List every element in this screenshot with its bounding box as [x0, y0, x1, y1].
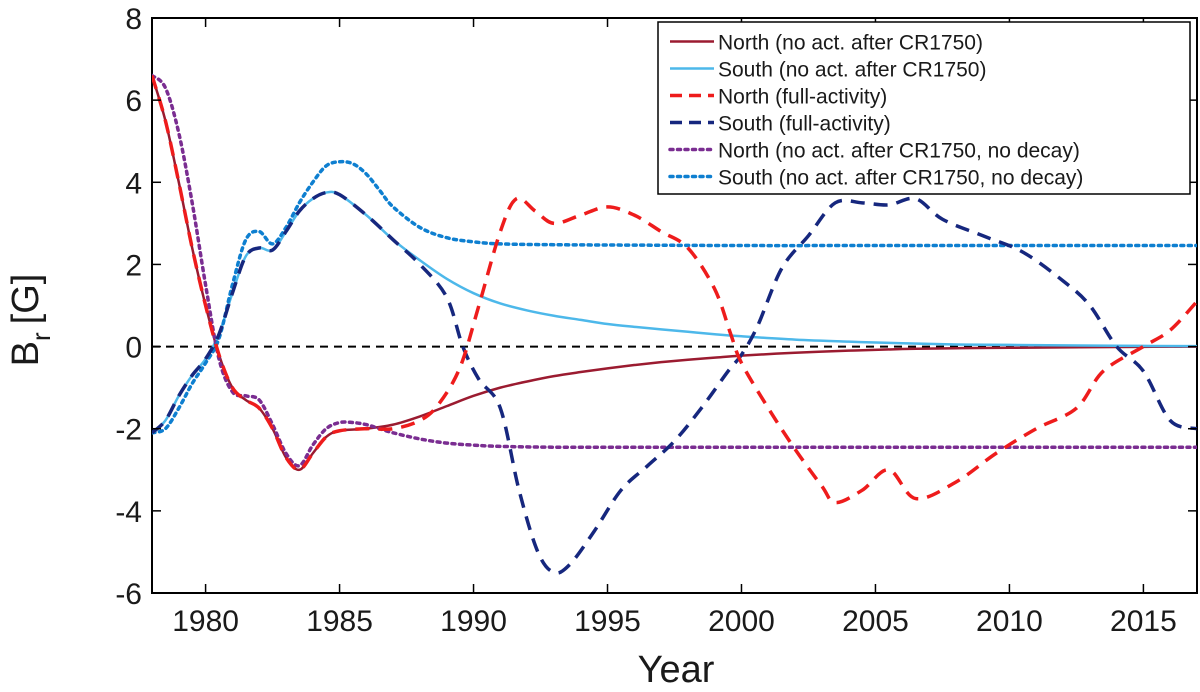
legend-label: South (no act. after CR1750, no decay): [718, 167, 1083, 190]
x-tick-label: 2010: [976, 605, 1043, 638]
x-tick-label: 2000: [708, 605, 775, 638]
x-axis: 1980 1985 1990 1995 2000 2005 2010 2015: [172, 18, 1177, 638]
x-tick-label: 1995: [574, 605, 641, 638]
x-tick-label: 2015: [1110, 605, 1177, 638]
y-tick-label: 6: [125, 85, 142, 118]
y-tick-label: 8: [125, 3, 142, 36]
legend: North (no act. after CR1750) South (no ac…: [657, 21, 1191, 195]
legend-items: North (no act. after CR1750) South (no ac…: [668, 32, 1083, 190]
series-line-north-full-activity: [152, 75, 1197, 505]
y-tick-label: 4: [125, 167, 142, 200]
x-tick-label: 2005: [842, 605, 909, 638]
y-tick-label: -4: [115, 496, 142, 529]
series-line-south-full-activity: [152, 190, 1197, 575]
legend-label: South (full-activity): [718, 113, 891, 136]
y-tick-label: 2: [125, 249, 142, 282]
y-tick-label: 0: [125, 332, 142, 365]
y-axis: -6 -4 -2 0 2 4 6 8: [115, 3, 1197, 611]
legend-label: North (full-activity): [718, 86, 887, 109]
series-layer: [152, 73, 1197, 575]
y-axis-title: Br [G]: [5, 274, 56, 367]
x-tick-label: 1980: [172, 605, 239, 638]
legend-label: North (no act. after CR1750): [718, 32, 983, 55]
y-tick-label: -2: [115, 414, 142, 447]
legend-label: North (no act. after CR1750, no decay): [718, 140, 1080, 163]
x-tick-label: 1990: [440, 605, 507, 638]
y-axis-title-unit: [G]: [5, 274, 47, 325]
legend-label: South (no act. after CR1750): [718, 59, 986, 82]
y-tick-label: -6: [115, 578, 142, 611]
y-axis-title-subscript: r: [26, 332, 56, 341]
x-tick-label: 1985: [306, 605, 373, 638]
y-axis-title-main: B: [5, 341, 47, 366]
legend-box: [657, 21, 1191, 195]
svg-text:Br[G]: Br [G]: [5, 274, 56, 367]
x-axis-title: Year: [638, 649, 715, 691]
